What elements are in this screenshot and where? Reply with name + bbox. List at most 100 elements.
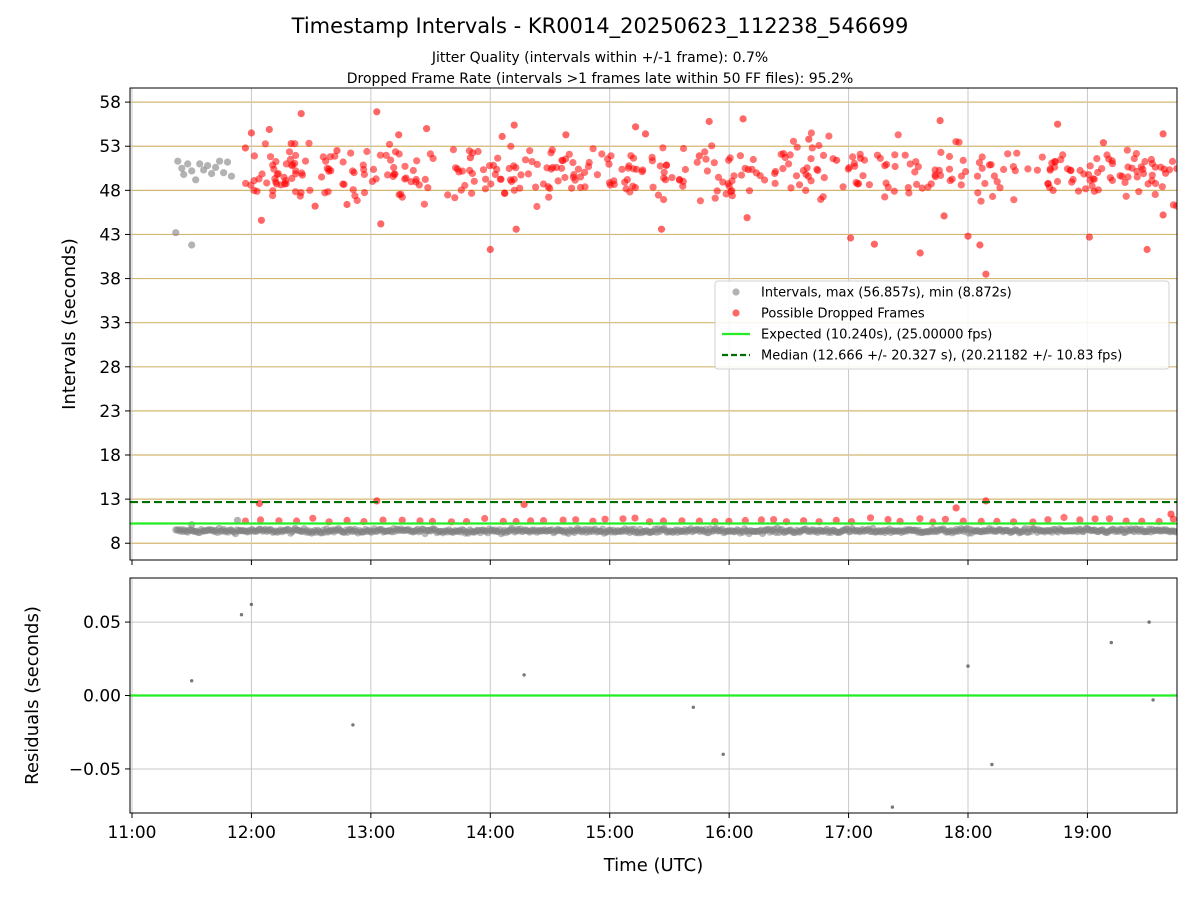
dropped-frame-point (292, 188, 300, 196)
dropped-frame-point (891, 162, 899, 171)
dropped-frame-point (866, 514, 875, 522)
dropped-frame-point (468, 189, 476, 197)
dropped-frame-point (940, 212, 948, 220)
dropped-frame-point (1118, 172, 1126, 180)
dropped-frame-point (333, 147, 341, 155)
dropped-frame-point (572, 516, 580, 524)
dropped-frame-point (711, 194, 719, 202)
dropped-frame-point (292, 170, 300, 178)
dropped-frame-point (916, 249, 924, 257)
dropped-frame-point (318, 173, 326, 181)
dropped-frame-point (576, 173, 585, 181)
dropped-frame-point (508, 177, 516, 186)
dropped-frame-point (905, 189, 913, 197)
dropped-frame-point (589, 145, 597, 153)
dropped-frame-point (974, 189, 982, 197)
dropped-frame-point (250, 186, 258, 194)
dropped-frame-point (884, 515, 892, 524)
dropped-frame-point (990, 172, 999, 180)
dropped-frame-point (1038, 153, 1046, 161)
dropped-frame-point (389, 172, 397, 180)
dropped-frame-point (1135, 188, 1143, 196)
dropped-frame-point (819, 193, 827, 201)
dropped-frame-point (936, 117, 944, 125)
y-axis-label: Intervals (seconds) (59, 238, 80, 410)
y-axis-label: Residuals (seconds) (22, 606, 43, 785)
dropped-frame-point (736, 152, 745, 160)
dropped-frame-point (884, 183, 892, 191)
dropped-frame-point (1133, 173, 1141, 181)
dropped-frame-point (532, 183, 540, 191)
dropped-frame-point (301, 157, 310, 165)
dropped-frame-point (387, 156, 395, 164)
residual-point (351, 723, 355, 727)
dropped-frame-point (545, 193, 553, 201)
interval-point (227, 172, 236, 180)
dropped-frame-point (1090, 187, 1098, 195)
dropped-frame-point (708, 142, 716, 150)
dropped-frame-point (745, 187, 754, 195)
dropped-frame-point (1168, 157, 1177, 165)
dropped-frame-point (985, 161, 994, 169)
dropped-frame-point (1024, 165, 1032, 173)
interval-point (178, 164, 186, 172)
residual-point (239, 613, 244, 617)
dropped-frame-point (660, 174, 668, 182)
interval-point (188, 241, 196, 249)
dropped-frame-point (273, 180, 281, 188)
dropped-frame-point (605, 160, 613, 168)
dropped-frame-point (631, 514, 639, 522)
dropped-frame-point (1128, 164, 1136, 172)
dropped-frame-point (479, 166, 488, 174)
dropped-frame-point (633, 165, 641, 173)
dropped-frame-point (395, 131, 403, 139)
dropped-frame-point (802, 186, 810, 194)
dropped-frame-point (524, 170, 533, 178)
y-tick-label: 23 (99, 402, 121, 422)
dropped-frame-point (561, 173, 569, 182)
dropped-frame-point (461, 181, 469, 190)
dropped-frame-point (401, 175, 409, 183)
dropped-frame-point (570, 171, 578, 179)
legend-box (714, 280, 1170, 370)
dropped-frame-point (297, 110, 305, 118)
interval-point (212, 163, 220, 171)
residual-point (249, 602, 254, 607)
dropped-frame-point (1123, 146, 1131, 154)
dropped-frame-point (340, 180, 348, 188)
residual-point (966, 664, 970, 668)
dropped-frame-point (481, 514, 489, 523)
chart-title: Timestamp Intervals - KR0014_20250623_11… (291, 14, 909, 38)
markers-group (172, 108, 1177, 538)
dropped-frame-point (849, 153, 857, 161)
dropped-frame-point (815, 141, 823, 150)
dropped-frame-point (623, 176, 632, 184)
dropped-frame-point (982, 497, 990, 505)
dropped-frame-point (743, 214, 751, 222)
interval-point (216, 157, 224, 165)
dropped-frame-point (701, 148, 709, 156)
dropped-frame-point (409, 166, 417, 175)
dropped-frame-point (737, 171, 746, 179)
dropped-frame-point (856, 154, 865, 162)
dropped-frame-point (266, 153, 275, 161)
dropped-frame-point (1009, 163, 1018, 171)
dropped-frame-point (881, 193, 889, 201)
dropped-frame-point (343, 516, 351, 525)
dropped-frame-point (347, 149, 355, 157)
y-tick-label: 8 (110, 534, 121, 554)
dropped-frame-point (914, 163, 922, 171)
dropped-frame-point (423, 125, 431, 133)
dropped-frame-point (668, 174, 676, 182)
dropped-frame-point (719, 178, 727, 186)
dropped-frame-point (789, 137, 798, 145)
dropped-frame-point (1053, 177, 1062, 186)
residual-point (890, 805, 895, 809)
interval-point (208, 170, 216, 178)
interval-point (188, 521, 196, 529)
dropped-frame-point (598, 150, 606, 158)
dropped-frame-point (799, 166, 808, 175)
dropped-frame-point (1167, 510, 1175, 518)
dropped-frame-point (512, 225, 520, 233)
